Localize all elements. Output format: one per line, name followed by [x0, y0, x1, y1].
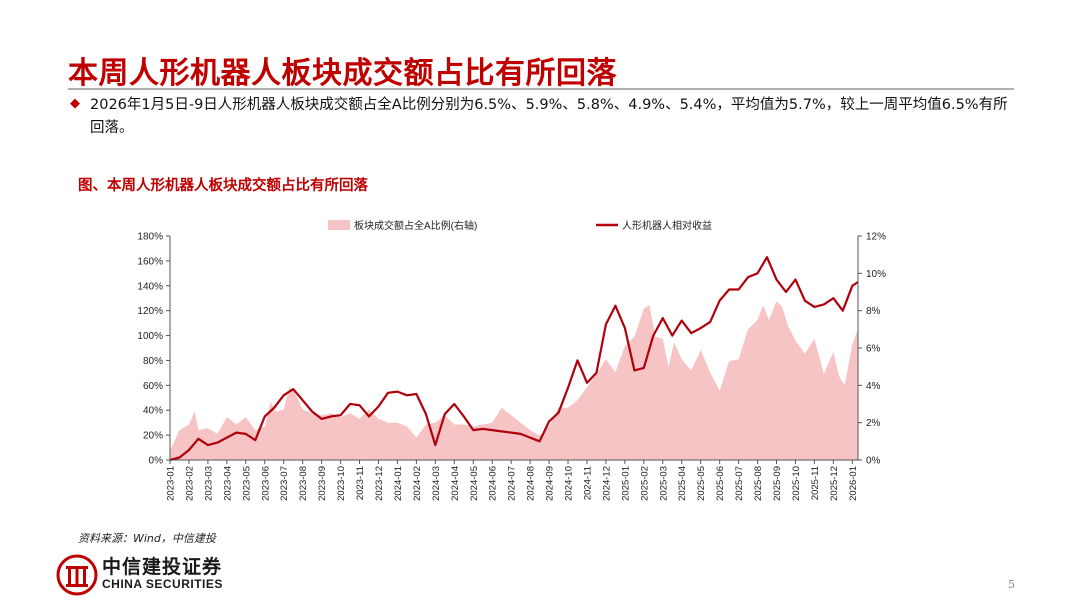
x-tick-label: 2023-04 — [222, 466, 233, 501]
y-right-tick-label: 10% — [866, 269, 886, 280]
chart-area-series — [170, 301, 858, 460]
figure-title: 图、本周人形机器人板块成交额占比有所回落 — [78, 178, 368, 194]
page-number: 5 — [1008, 578, 1015, 591]
x-tick-label: 2024-05 — [469, 466, 480, 501]
y-right-tick-label: 8% — [866, 306, 881, 317]
y-left-tick-label: 120% — [137, 306, 163, 317]
x-tick-label: 2024-03 — [431, 466, 442, 501]
legend-area-swatch — [328, 220, 350, 230]
x-tick-label: 2024-10 — [564, 466, 575, 501]
area-series-shape — [170, 301, 858, 460]
line-series-path — [169, 256, 859, 462]
y-right-tick-label: 6% — [866, 344, 881, 355]
china-securities-logo-icon — [56, 554, 98, 596]
x-tick-label: 2025-09 — [772, 466, 783, 501]
chart: 0% 20% 40% 60% 80% 100% 120% 140% 160% 180% 0% 2% 4%… — [137, 219, 886, 501]
title-divider — [68, 88, 1014, 90]
x-tick-label: 2023-07 — [279, 466, 290, 501]
x-tick-label: 2024-12 — [601, 466, 612, 501]
y-left-tick-label: 140% — [137, 281, 163, 292]
y-right-tick-label: 2% — [866, 418, 881, 429]
logo-chinese-name: 中信建投证券 — [102, 556, 223, 578]
y-left-tick-label: 180% — [137, 232, 163, 243]
x-tick-label: 2023-12 — [374, 466, 385, 501]
x-tick-label: 2025-12 — [829, 466, 840, 501]
chart-legend: 板块成交额占全A比例(右轴) 人形机器人相对收益 — [328, 219, 712, 232]
x-tick-label: 2023-01 — [166, 466, 177, 501]
x-tick-label: 2025-02 — [639, 466, 650, 501]
y-left-tick-label: 20% — [143, 431, 163, 442]
x-tick-label: 2025-06 — [715, 466, 726, 501]
y-left-tick-label: 80% — [143, 356, 163, 367]
y-left-tick-label: 160% — [137, 256, 163, 267]
x-tick-label: 2025-03 — [658, 466, 669, 501]
x-tick-label: 2023-06 — [260, 466, 271, 501]
x-tick-label: 2024-08 — [526, 466, 537, 501]
legend-line-label: 人形机器人相对收益 — [622, 219, 712, 232]
y-right-tick-label: 12% — [866, 232, 886, 243]
chart-axes: 0% 20% 40% 60% 80% 100% 120% 140% 160% 180% 0% 2% 4%… — [137, 232, 886, 501]
x-tick-label: 2025-01 — [620, 466, 631, 501]
y-left-tick-label: 0% — [149, 456, 164, 467]
x-tick-label: 2023-08 — [298, 466, 309, 501]
y-left-tick-label: 40% — [143, 406, 163, 417]
x-tick-label: 2025-04 — [677, 466, 688, 501]
diamond-bullet-icon: ◆ — [70, 96, 80, 111]
x-tick-label: 2023-03 — [203, 466, 214, 501]
y-right-tick-label: 4% — [866, 381, 881, 392]
y-left-tick-label: 60% — [143, 381, 163, 392]
logo: 中信建投证券 CHINA SECURITIES — [56, 552, 256, 596]
legend-area-label: 板块成交额占全A比例(右轴) — [354, 219, 477, 232]
x-tick-label: 2024-07 — [507, 466, 518, 501]
x-tick-label: 2023-11 — [355, 466, 366, 500]
chart-line-series — [169, 256, 859, 462]
x-tick-label: 2024-09 — [545, 466, 556, 501]
page-title: 本周人形机器人板块成交额占比有所回落 — [68, 56, 617, 91]
x-tick-label: 2024-04 — [450, 466, 461, 501]
x-tick-label: 2025-05 — [696, 466, 707, 501]
summary-text: 2026年1月5日-9日人形机器人板块成交额占全A比例分别为6.5%、5.9%、… — [90, 97, 1008, 136]
x-tick-label: 2023-05 — [241, 466, 252, 501]
x-tick-label: 2023-09 — [317, 466, 328, 501]
x-tick-label: 2023-02 — [184, 466, 195, 501]
source-note: 资料来源：Wind，中信建投 — [78, 532, 216, 545]
y-left-tick-label: 100% — [137, 331, 163, 342]
logo-english-name: CHINA SECURITIES — [102, 577, 223, 591]
x-tick-label: 2024-06 — [488, 466, 499, 501]
x-tick-label: 2024-02 — [412, 466, 423, 501]
x-tick-label: 2023-10 — [336, 466, 347, 501]
x-tick-label: 2025-07 — [734, 466, 745, 501]
x-tick-label: 2025-11 — [810, 466, 821, 500]
x-tick-label: 2024-11 — [582, 466, 593, 500]
y-right-tick-label: 0% — [866, 456, 881, 467]
x-tick-label: 2025-08 — [753, 466, 764, 501]
x-tick-label: 2025-10 — [791, 466, 802, 501]
x-tick-label: 2024-01 — [393, 466, 404, 501]
x-tick-label: 2026-01 — [848, 466, 859, 501]
